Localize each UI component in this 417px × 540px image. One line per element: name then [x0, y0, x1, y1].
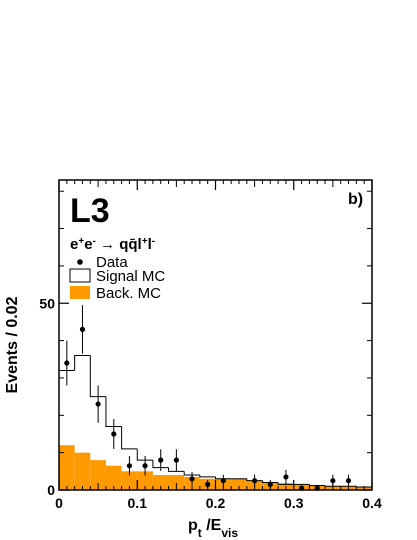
signal-mc-bar [183, 471, 200, 476]
signal-mc-bar [199, 475, 216, 478]
signal-mc-bar [74, 355, 91, 371]
data-point [330, 478, 336, 484]
data-point [220, 478, 226, 484]
legend: Data Signal MC Back. MC [69, 254, 165, 302]
signal-mc-bar [215, 476, 232, 480]
ticks-layer: 0 0.1 0.2 0.3 0.4 0 50 [39, 180, 382, 511]
signal-mc-bar [105, 396, 122, 428]
data-point [252, 478, 258, 484]
data-point [283, 474, 289, 480]
background-mc-bar [74, 452, 91, 490]
x-tick-label: 0 [55, 495, 63, 511]
background-mc-bar [231, 478, 247, 490]
data-point [189, 476, 195, 482]
data-point [142, 463, 148, 469]
legend-background-swatch [70, 286, 90, 299]
y-axis-label: Events / 0.02 [4, 296, 21, 393]
signal-mc-bar [89, 355, 106, 398]
signal-mc-bar [136, 448, 153, 461]
data-point [64, 360, 70, 366]
x-axis-label: pt /Evis [188, 517, 238, 540]
signal-mc-bar [261, 480, 279, 484]
data-point [205, 481, 211, 487]
data-point [79, 326, 86, 332]
x-tick-label: 0.1 [128, 495, 148, 511]
legend-signal-swatch [69, 268, 91, 283]
data-point [158, 457, 164, 463]
panel-label: b) [348, 191, 363, 208]
background-mc-bar [121, 471, 138, 490]
legend-signal-label: Signal MC [96, 268, 165, 285]
signal-mc-bar [308, 484, 326, 487]
background-mc-bar [152, 475, 169, 490]
legend-data-marker [77, 259, 83, 265]
legend-data-label: Data [96, 254, 128, 271]
experiment-label: L3 [70, 192, 110, 230]
signal-mc-bar [246, 478, 263, 482]
y-tick-label: 0 [47, 482, 55, 498]
signal-mc-bar [152, 460, 169, 469]
data-point [267, 481, 273, 487]
background-mc-bar [168, 475, 185, 490]
data-point [173, 457, 179, 463]
background-mc-bar [90, 460, 106, 490]
data-point [111, 431, 117, 437]
data-point [126, 463, 133, 469]
signal-mc-bar [168, 467, 185, 472]
x-tick-label: 0.2 [206, 495, 226, 511]
process-label: e+e- → qq̄l+l- [70, 236, 155, 254]
data-point [95, 401, 101, 407]
y-tick-label: 50 [39, 295, 55, 311]
background-mc-bar [105, 465, 122, 490]
legend-background-label: Back. MC [96, 285, 161, 302]
data-points-layer [64, 305, 352, 491]
signal-mc-bar [121, 426, 138, 450]
x-tick-label: 0.3 [284, 495, 304, 511]
background-mc-bar [59, 445, 75, 490]
data-point [345, 478, 352, 484]
background-mc-bar [137, 471, 153, 490]
signal-mc-bar [277, 482, 294, 485]
x-tick-label: 0.4 [362, 495, 382, 511]
